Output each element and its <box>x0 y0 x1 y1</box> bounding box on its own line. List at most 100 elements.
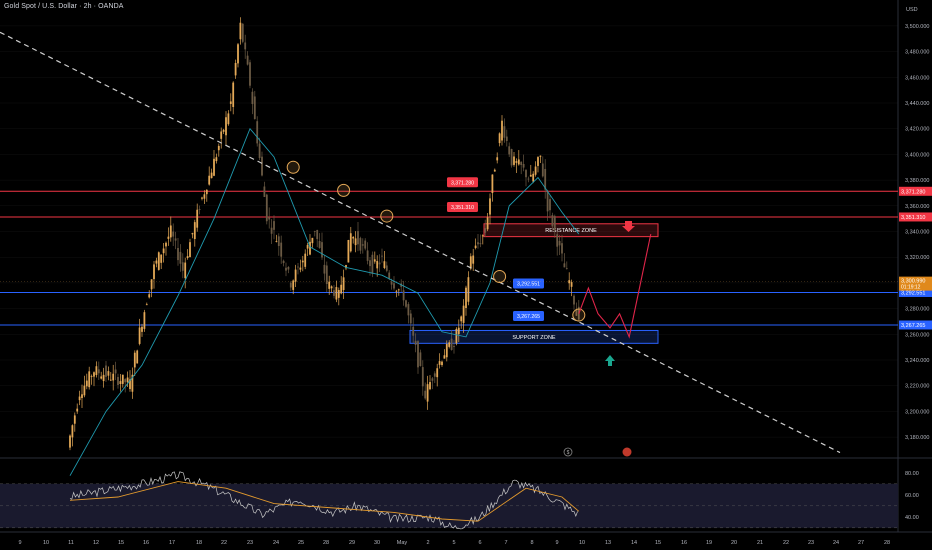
candle-body <box>273 221 275 230</box>
candle-body <box>371 254 374 274</box>
candle-body <box>81 394 83 398</box>
candle-body <box>85 380 88 387</box>
candle-body <box>345 265 347 269</box>
candle-body <box>544 168 547 190</box>
time-axis-tick-label: 11 <box>68 540 74 546</box>
candle-body <box>395 290 398 292</box>
candle-body <box>172 231 175 237</box>
candle-body <box>270 227 273 234</box>
candle-body <box>95 366 98 376</box>
time-axis-tick-label: 29 <box>349 540 355 546</box>
candle-body <box>117 377 119 385</box>
time-axis-tick-label: 15 <box>655 540 661 546</box>
candle-body <box>265 194 268 222</box>
y-axis-tick-label: 3,220.000 <box>905 384 929 390</box>
candle-body <box>561 243 563 254</box>
time-axis-tick-label: 18 <box>196 540 202 546</box>
candle-body <box>517 159 520 165</box>
rsi-moving-average <box>69 481 580 522</box>
arrow-up-icon <box>605 355 615 366</box>
candle-body <box>297 266 299 268</box>
y-axis-tick-label: 3,400.000 <box>905 152 929 158</box>
candle-body <box>124 379 127 383</box>
support-line-high-tag-label: 3,292.551 <box>901 290 925 296</box>
candle-body <box>318 241 321 248</box>
candle-body <box>321 242 323 258</box>
candle-body <box>491 174 494 194</box>
candle-body <box>167 236 170 239</box>
candle-body <box>575 309 578 316</box>
candle-body <box>165 242 167 247</box>
time-axis-tick-label: 24 <box>273 540 279 546</box>
event-symbol: $ <box>567 450 570 456</box>
candle-body <box>90 376 93 377</box>
candle-body <box>313 231 316 232</box>
y-axis-tick-label: 3,460.000 <box>905 75 929 81</box>
candle-body <box>503 126 506 138</box>
candle-body <box>155 260 158 264</box>
candle-body <box>76 408 79 412</box>
candle-body <box>328 281 331 289</box>
candle-body <box>215 157 218 162</box>
candle-body <box>162 248 165 254</box>
projection-path <box>578 233 652 339</box>
candle-body <box>244 42 247 50</box>
candle-body <box>239 22 242 40</box>
candle-body <box>546 190 549 212</box>
candle-body <box>184 262 187 279</box>
candle-body <box>268 217 271 220</box>
candle-body <box>304 253 307 267</box>
current-price-label: 3,300.990 <box>901 279 925 285</box>
candle-body <box>381 255 383 257</box>
level-label-resistance-high-label: 3,371.280 <box>451 180 474 186</box>
candle-body <box>472 255 475 264</box>
candle-body <box>474 245 477 249</box>
time-axis-tick-label: 28 <box>323 540 329 546</box>
candle-body <box>309 241 311 255</box>
candle-body <box>477 242 479 245</box>
candle-body <box>510 149 513 166</box>
candle-body <box>441 361 443 366</box>
candle-body <box>249 62 251 86</box>
candle-body <box>508 146 511 155</box>
time-axis-tick-label: 5 <box>452 540 455 546</box>
candle-body <box>129 379 131 390</box>
candle-body <box>160 254 163 263</box>
time-axis-tick-label: 27 <box>858 540 864 546</box>
candle-body <box>287 266 290 270</box>
candle-body <box>196 209 199 228</box>
candle-body <box>114 369 117 374</box>
candle-body <box>522 164 525 168</box>
candle-body <box>241 23 244 42</box>
candle-body <box>407 304 410 316</box>
time-axis-tick-label: 16 <box>143 540 149 546</box>
candle-body <box>412 326 415 336</box>
candles <box>69 17 580 451</box>
support-line-high-tag <box>899 287 932 297</box>
candle-body <box>148 294 151 298</box>
candle-body <box>479 243 482 245</box>
time-axis-tick-label: 21 <box>757 540 763 546</box>
time-axis-tick-label: 23 <box>247 540 253 546</box>
touch-point-circle <box>572 308 586 322</box>
candle-body <box>558 240 561 246</box>
candle-body <box>390 281 393 285</box>
candle-body <box>424 390 427 399</box>
candle-body <box>457 327 460 335</box>
level-label-support-high-label: 3,292.551 <box>517 281 540 287</box>
level-label-resistance-low <box>447 201 478 212</box>
level-label-support-low-label: 3,267.265 <box>517 314 540 320</box>
candle-body <box>515 161 518 163</box>
candle-body <box>364 240 367 249</box>
candle-body <box>323 264 326 274</box>
touch-point-circle <box>493 269 507 283</box>
y-axis-tick-label: 3,280.000 <box>905 307 929 313</box>
candle-body <box>301 260 304 263</box>
candle-body <box>186 256 189 259</box>
candle-body <box>369 260 371 267</box>
time-axis-tick-label: 22 <box>783 540 789 546</box>
candle-body <box>534 166 537 175</box>
candle-body <box>294 269 297 282</box>
time-axis-tick-label: 15 <box>118 540 124 546</box>
